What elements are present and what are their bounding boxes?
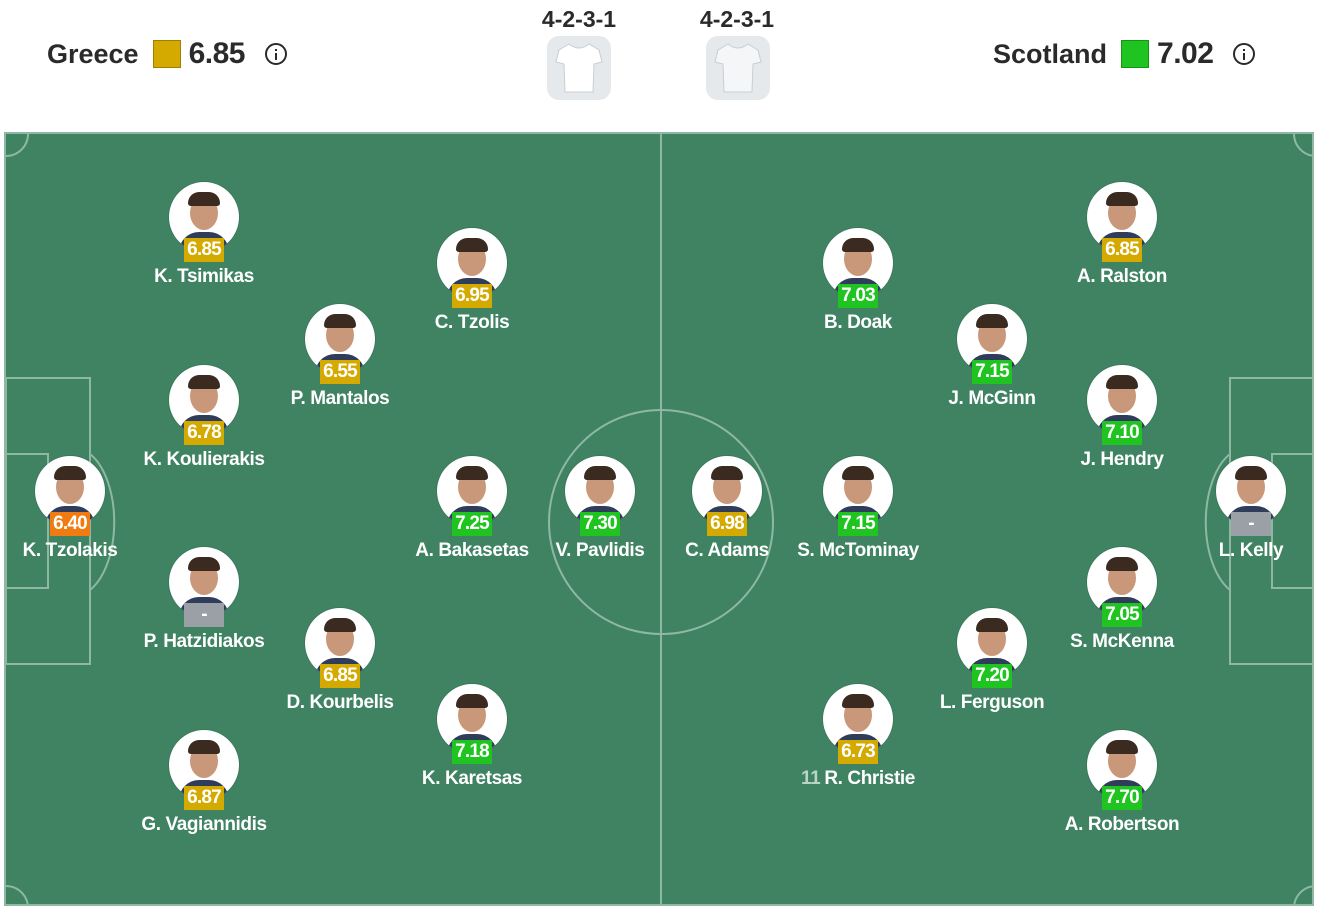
player-card[interactable]: 6.55 P. Mantalos bbox=[250, 304, 430, 410]
player-card[interactable]: 6.85 K. Tsimikas bbox=[114, 182, 294, 288]
away-formation: 4-2-3-1 bbox=[699, 6, 775, 32]
player-name: A. Bakasetas bbox=[415, 540, 529, 561]
player-name: V. Pavlidis bbox=[555, 540, 645, 561]
player-name: K. Koulierakis bbox=[143, 449, 265, 470]
away-kit-icon bbox=[706, 36, 770, 100]
player-rating: 6.78 bbox=[184, 421, 224, 445]
player-rating: 7.15 bbox=[838, 512, 878, 536]
player-avatar bbox=[823, 684, 893, 754]
player-rating: - bbox=[184, 603, 224, 627]
player-rating: 7.05 bbox=[1102, 603, 1142, 627]
player-rating: 7.25 bbox=[452, 512, 492, 536]
player-card[interactable]: 6.78 K. Koulierakis bbox=[114, 365, 294, 471]
player-card[interactable]: 6.98 C. Adams bbox=[637, 456, 817, 562]
player-number: 11 bbox=[801, 768, 821, 789]
player-card[interactable]: - L. Kelly bbox=[1161, 456, 1312, 562]
away-info-icon[interactable] bbox=[1233, 43, 1256, 65]
player-name: K. Karetsas bbox=[421, 768, 523, 789]
player-name: S. McTominay bbox=[797, 540, 919, 561]
player-rating: 7.30 bbox=[580, 512, 620, 536]
player-name: J. McGinn bbox=[948, 388, 1036, 409]
player-card[interactable]: 7.25 A. Bakasetas bbox=[382, 456, 562, 562]
player-card[interactable]: 7.18 K. Karetsas bbox=[382, 684, 562, 790]
home-team-name: Greece bbox=[47, 38, 139, 69]
player-rating: 6.95 bbox=[452, 284, 492, 308]
player-name: B. Doak bbox=[824, 312, 892, 333]
player-name-text: R. Christie bbox=[824, 768, 915, 789]
player-name: C. Adams bbox=[685, 540, 769, 561]
player-rating: 6.98 bbox=[707, 512, 747, 536]
away-team-name: Scotland bbox=[993, 38, 1108, 69]
away-team-rating: 7.02 bbox=[1157, 37, 1214, 70]
player-card[interactable]: 6.73 11 R. Christie bbox=[768, 684, 948, 790]
player-rating: 7.18 bbox=[452, 740, 492, 764]
player-card[interactable]: 7.05 S. McKenna bbox=[1032, 547, 1212, 653]
player-rating: 6.85 bbox=[320, 664, 360, 688]
player-rating: 6.55 bbox=[320, 360, 360, 384]
player-name: C. Tzolis bbox=[434, 312, 510, 333]
player-card[interactable]: 6.85 D. Kourbelis bbox=[250, 608, 430, 714]
away-team-rating-swatch bbox=[1121, 40, 1150, 68]
player-rating: 6.40 bbox=[50, 512, 90, 536]
player-card[interactable]: 6.85 A. Ralston bbox=[1032, 182, 1212, 288]
player-name: D. Kourbelis bbox=[286, 692, 394, 713]
player-card[interactable]: 7.30 V. Pavlidis bbox=[510, 456, 690, 562]
player-avatar bbox=[437, 456, 507, 526]
away-team: Scotland 7.02 bbox=[993, 36, 1256, 72]
player-name: L. Ferguson bbox=[939, 692, 1045, 713]
player-name: S. McKenna bbox=[1070, 631, 1174, 652]
player-name: K. Tzolakis bbox=[22, 540, 118, 561]
home-team-rating-swatch bbox=[152, 40, 181, 68]
player-rating: 7.03 bbox=[838, 284, 878, 308]
player-name: P. Mantalos bbox=[290, 388, 390, 409]
player-rating: 6.85 bbox=[1102, 238, 1142, 262]
player-name: L. Kelly bbox=[1218, 540, 1284, 561]
player-name: G. Vagiannidis bbox=[141, 814, 267, 835]
home-team-rating: 6.85 bbox=[188, 37, 246, 70]
player-rating: 7.70 bbox=[1102, 786, 1142, 810]
player-rating: 7.15 bbox=[972, 360, 1012, 384]
player-card[interactable]: 7.10 J. Hendry bbox=[1032, 365, 1212, 471]
player-name: 11 R. Christie bbox=[768, 768, 948, 790]
home-team: Greece 6.85 bbox=[47, 36, 287, 72]
player-card[interactable]: - P. Hatzidiakos bbox=[114, 547, 294, 653]
player-rating: 7.10 bbox=[1102, 421, 1142, 445]
player-card[interactable]: 7.03 B. Doak bbox=[768, 228, 948, 334]
player-name: K. Tsimikas bbox=[154, 266, 254, 287]
player-rating: 6.73 bbox=[838, 740, 878, 764]
player-name: A. Robertson bbox=[1064, 814, 1180, 835]
player-card[interactable]: 6.87 G. Vagiannidis bbox=[114, 730, 294, 836]
player-card[interactable]: 7.20 L. Ferguson bbox=[902, 608, 1082, 714]
player-card[interactable]: 7.15 J. McGinn bbox=[902, 304, 1082, 410]
player-rating: - bbox=[1231, 512, 1271, 536]
player-card[interactable]: 7.70 A. Robertson bbox=[1032, 730, 1212, 836]
player-rating: 6.85 bbox=[184, 238, 224, 262]
player-card[interactable]: 7.15 S. McTominay bbox=[768, 456, 948, 562]
home-info-icon[interactable] bbox=[264, 43, 287, 65]
player-rating: 6.87 bbox=[184, 786, 224, 810]
player-card[interactable]: 6.95 C. Tzolis bbox=[382, 228, 562, 334]
player-card[interactable]: 6.40 K. Tzolakis bbox=[6, 456, 160, 562]
player-name: A. Ralston bbox=[1077, 266, 1167, 287]
match-header: Greece 6.85 4-2-3-1 4-2-3-1 Scotland 7.0… bbox=[4, 0, 1314, 132]
home-formation: 4-2-3-1 bbox=[541, 6, 617, 32]
player-name: J. Hendry bbox=[1080, 449, 1164, 470]
home-kit-icon bbox=[547, 36, 611, 100]
player-rating: 7.20 bbox=[972, 664, 1012, 688]
player-name: P. Hatzidiakos bbox=[143, 631, 265, 652]
pitch: 6.40 K. Tzolakis 6.85 K. Tsimikas 6.78 K… bbox=[4, 132, 1314, 906]
